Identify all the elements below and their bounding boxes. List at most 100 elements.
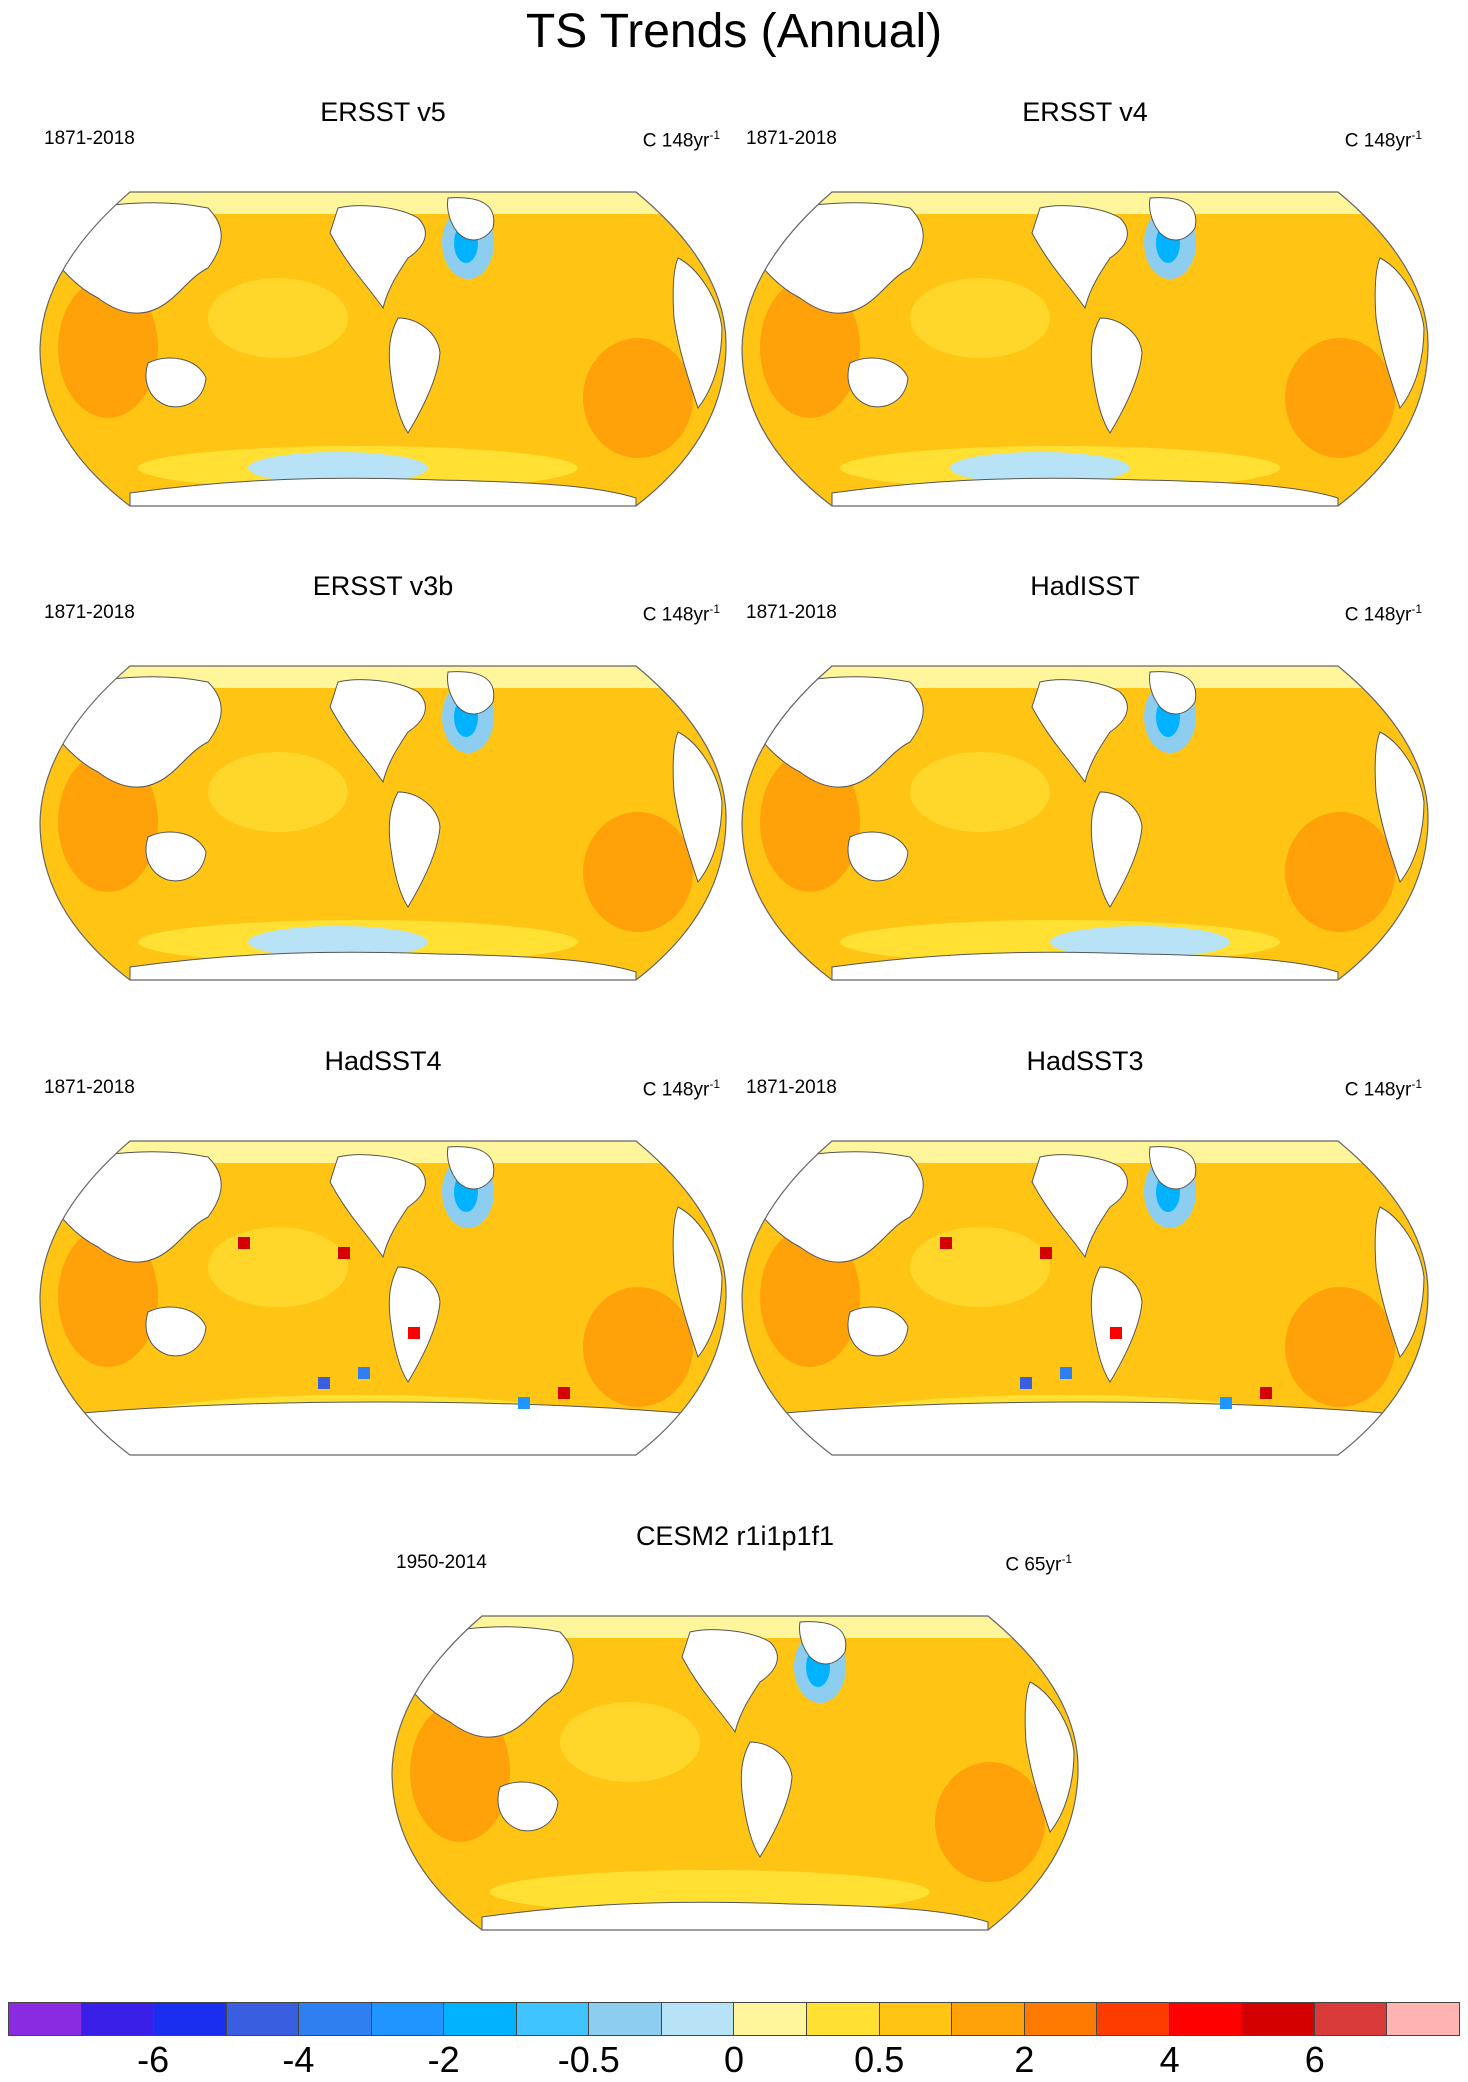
panel-title: HadSST3: [1026, 1046, 1144, 1076]
missing-data-mask: [742, 1402, 1429, 1455]
world-map: [39, 191, 727, 507]
panel-title: ERSST v5: [320, 97, 446, 127]
land-mask: [1031, 1154, 1128, 1259]
mild-patch: [208, 278, 348, 358]
land-mask: [447, 197, 495, 241]
period-label: 1871-2018: [746, 602, 837, 623]
colorbar-box: [1024, 2002, 1098, 2036]
coastline: [40, 1401, 727, 1418]
arctic-band: [40, 1141, 727, 1163]
colorbar-box: [661, 2002, 735, 2036]
colorbar-box: [8, 2002, 82, 2036]
map-panel: CESM2 r1i1p1f1 1950-2014 C 65yr-1: [390, 1520, 1080, 1975]
colorbar-box: [952, 2002, 1025, 2036]
cool-patch: [1050, 926, 1230, 958]
coastline: [742, 1401, 1429, 1418]
period-label: 1871-2018: [746, 128, 837, 149]
map-border: [391, 1615, 1079, 1931]
land-mask: [1031, 679, 1128, 784]
world-map: [741, 665, 1429, 981]
colorbar-box: [226, 2002, 300, 2036]
land-mask: [831, 951, 1339, 980]
world-map: [39, 665, 727, 981]
colorbar-tick-label: 6: [1304, 2039, 1325, 2080]
panel-title: HadISST: [1030, 571, 1140, 601]
map-border: [741, 665, 1429, 981]
land-mask: [388, 1266, 441, 1383]
land-mask: [329, 679, 426, 784]
colorbar-box: [1314, 2002, 1388, 2036]
warm-patch: [1285, 338, 1395, 458]
panel-title: ERSST v4: [1022, 97, 1148, 127]
missing-data-mask: [40, 1402, 727, 1455]
land-mask: [388, 317, 441, 434]
grid-cell-anomaly: [318, 1377, 330, 1389]
map-border: [39, 1140, 727, 1456]
units-label: C 148yr-1: [642, 1077, 720, 1101]
mild-patch: [560, 1702, 700, 1782]
land-mask: [145, 1306, 207, 1357]
map-panel: HadSST4 1871-2018 C 148yr-1: [38, 1045, 728, 1500]
grid-cell-anomaly: [1060, 1367, 1072, 1379]
southern-ocean-band: [490, 1870, 930, 1914]
colorbar-tick-label: 4: [1159, 2039, 1180, 2080]
map-border: [741, 1140, 1429, 1456]
panel-title: ERSST v3b: [312, 571, 454, 601]
land-mask: [447, 1146, 495, 1190]
colorbar-tick-label: 0: [723, 2039, 745, 2080]
colorbar-box: [154, 2002, 227, 2036]
arctic-band: [742, 1141, 1429, 1163]
map-panel: ERSST v5 1871-2018 C 148yr-1: [38, 96, 728, 551]
colorbar-tick-label: -0.5: [557, 2039, 620, 2080]
colorbar-tick-label: 0.5: [854, 2039, 905, 2080]
cool-patch: [950, 452, 1130, 484]
arctic-band: [392, 1616, 1079, 1638]
panel-title: HadSST4: [324, 1046, 442, 1076]
period-label: 1871-2018: [44, 128, 135, 149]
land-mask: [447, 671, 495, 715]
map-panel: ERSST v3b 1871-2018 C 148yr-1: [38, 570, 728, 1025]
land-mask: [145, 357, 207, 408]
grid-cell-anomaly: [238, 1237, 250, 1249]
land-mask: [1090, 791, 1143, 908]
map-border: [39, 191, 727, 507]
warm-patch: [583, 338, 693, 458]
period-label: 1871-2018: [44, 1077, 135, 1098]
world-map: [741, 1140, 1429, 1456]
land-mask: [388, 791, 441, 908]
land-mask: [1374, 257, 1425, 410]
colorbar-box: [1169, 2002, 1243, 2036]
map-border: [741, 191, 1429, 507]
grid-cell-anomaly: [558, 1387, 570, 1399]
colorbar-box: [81, 2002, 155, 2036]
colorbar-tick-label: -6: [137, 2039, 170, 2080]
warm-patch: [1285, 1287, 1395, 1407]
units-label: C 148yr-1: [642, 128, 720, 152]
colorbar-box: [1097, 2002, 1170, 2036]
land-mask: [847, 357, 909, 408]
world-map: [39, 1140, 727, 1456]
land-mask: [497, 1781, 559, 1832]
colorbar-box: [589, 2002, 662, 2036]
grid-cell-anomaly: [1220, 1397, 1232, 1409]
mild-patch: [910, 1227, 1050, 1307]
grid-cell-anomaly: [338, 1247, 350, 1259]
land-mask: [329, 1154, 426, 1259]
map-panel: ERSST v4 1871-2018 C 148yr-1: [740, 96, 1430, 551]
land-mask: [847, 1306, 909, 1357]
colorbar-box: [299, 2002, 372, 2036]
land-mask: [672, 1206, 723, 1359]
grid-cell-anomaly: [1020, 1377, 1032, 1389]
colorbar: [8, 2002, 1460, 2036]
land-mask: [481, 1901, 989, 1930]
units-label: C 148yr-1: [1344, 602, 1422, 626]
colorbar-box: [444, 2002, 517, 2036]
mild-patch: [208, 1227, 348, 1307]
colorbar-box: [516, 2002, 590, 2036]
warm-patch: [935, 1762, 1045, 1882]
world-map: [741, 191, 1429, 507]
period-label: 1950-2014: [396, 1552, 487, 1573]
arctic-band: [40, 192, 727, 214]
land-mask: [1149, 1146, 1197, 1190]
land-mask: [1149, 671, 1197, 715]
